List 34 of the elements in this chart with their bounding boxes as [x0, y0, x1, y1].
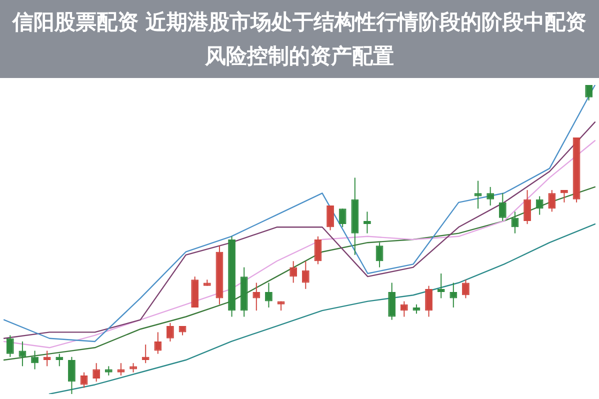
candlestick [104, 366, 112, 376]
candlestick [130, 362, 137, 373]
candlestick [425, 285, 432, 318]
candlestick [560, 190, 568, 203]
candlestick [142, 344, 150, 364]
candlestick [450, 282, 458, 308]
candlestick [524, 190, 531, 225]
chart-title: 信阳股票配资 近期港股市场处于结构性行情阶段的阶段中配资风险控制的资产配置 [0, 0, 599, 78]
candlestick [6, 334, 14, 358]
candlestick [486, 186, 494, 206]
candlestick [498, 192, 506, 222]
candlestick [43, 350, 51, 367]
candlestick [376, 242, 384, 268]
candlestick [548, 190, 556, 212]
candlestick [18, 340, 26, 367]
candlestick [462, 279, 470, 299]
candlestick [338, 208, 346, 228]
candlestick [68, 356, 76, 394]
candlestick [154, 332, 162, 354]
candlestick [314, 236, 322, 265]
candlestick [400, 300, 408, 318]
candlestick [166, 322, 174, 342]
candlestick [252, 282, 260, 312]
candlestick [364, 211, 371, 234]
candlestick [56, 353, 64, 367]
candlestick [265, 282, 272, 308]
candlestick [437, 272, 445, 299]
candlestick [388, 282, 396, 320]
candlestick [302, 260, 310, 290]
candlestick [585, 84, 593, 101]
candlestick [326, 205, 334, 231]
candlestick [290, 260, 298, 284]
candlestick [536, 196, 544, 216]
candlestick [31, 350, 38, 370]
